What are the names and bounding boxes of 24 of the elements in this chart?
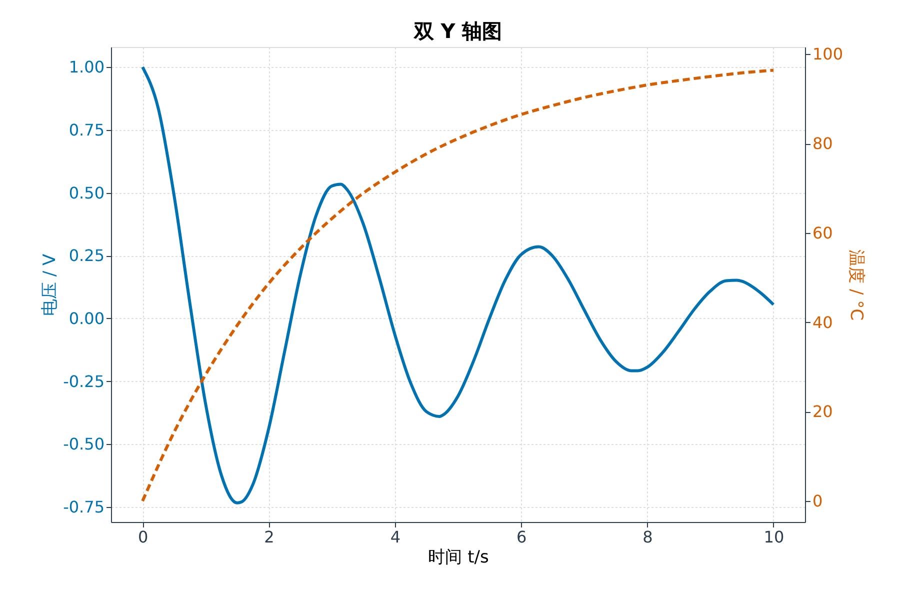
x-axis-title: 时间 t/s xyxy=(428,548,489,568)
y-tick-label: -0.25 xyxy=(63,372,104,391)
y-tick-label: 0.50 xyxy=(68,183,104,202)
y2-tick-label: 40 xyxy=(812,312,833,332)
y-tick-label: 0.25 xyxy=(68,246,104,266)
y2-tick-label: 60 xyxy=(812,223,833,242)
x-tick-label: 6 xyxy=(516,528,527,546)
y2-tick-label: 20 xyxy=(812,402,833,422)
y2-tick-label: 0 xyxy=(812,492,823,510)
x-tick-label: 0 xyxy=(138,528,148,546)
y-tick-label: 0.75 xyxy=(68,120,104,140)
y2-axis-title: 温度 / °C xyxy=(846,250,866,320)
x-tick-label: 8 xyxy=(642,528,653,546)
y-tick-label: -0.50 xyxy=(63,434,104,454)
y-axis-title: 电压 / V xyxy=(40,254,60,316)
y-tick-label: 0.00 xyxy=(68,308,104,328)
y-tick-label: -0.75 xyxy=(63,497,104,516)
y2-tick-label: 100 xyxy=(812,44,844,64)
y2-tick-label: 80 xyxy=(812,134,833,154)
x-tick-label: 2 xyxy=(264,528,274,546)
x-tick-label: 4 xyxy=(390,528,401,546)
x-tick-label: 10 xyxy=(764,528,784,546)
chart-title: 双 Y 轴图 xyxy=(412,19,502,44)
y-tick-label: 1.00 xyxy=(68,58,104,77)
